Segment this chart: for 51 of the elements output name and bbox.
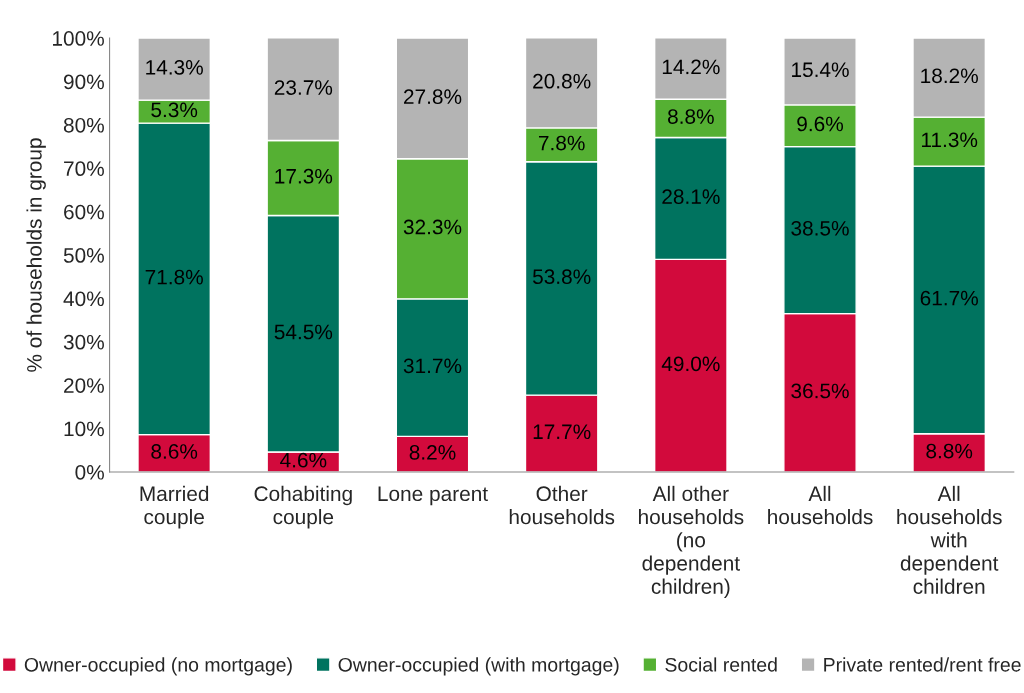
y-tick-label: 0% (75, 464, 104, 480)
legend-label: Private rented/rent free (824, 657, 1021, 672)
x-tick-label: Lone parent (378, 486, 488, 506)
data-label: 27.8% (404, 89, 462, 105)
data-label: 8.2% (409, 444, 456, 460)
data-label: 14.2% (662, 59, 720, 75)
data-label: 9.6% (797, 116, 844, 132)
data-label: 8.8% (926, 443, 973, 459)
data-label: 53.8% (532, 269, 591, 285)
y-tick-label: 80% (63, 117, 104, 133)
data-label: 17.3% (275, 168, 333, 184)
legend-label: Owner-occupied (no mortgage) (24, 657, 292, 676)
data-label: 14.3% (146, 59, 203, 75)
data-label: 7.8% (538, 135, 585, 151)
data-label: 5.3% (151, 102, 198, 118)
y-tick-label: 40% (63, 291, 104, 307)
y-tick-label: 70% (64, 161, 104, 177)
y-tick-label: 60% (64, 204, 104, 220)
data-label: 23.7% (274, 80, 333, 95)
data-label: 11.3% (922, 132, 978, 148)
x-tick-label: All other households (no dependent children) (639, 485, 744, 599)
data-label: 31.7% (403, 358, 462, 374)
legend-label: Owner-occupied (with mortgage) (338, 657, 619, 676)
y-tick-label: 90% (63, 74, 104, 90)
y-tick-label: 100% (53, 31, 104, 46)
data-label: 4.6% (280, 452, 327, 468)
x-tick-label: Cohabiting couple (254, 485, 352, 529)
y-tick-label: 20% (64, 378, 104, 393)
data-label: 49.0% (661, 356, 720, 372)
data-label: 20.8% (533, 73, 591, 89)
data-label: 8.6% (151, 444, 198, 459)
data-label: 32.3% (403, 219, 462, 235)
legend-label: Social rented (665, 657, 777, 672)
x-tick-label: Married couple (140, 485, 209, 529)
x-tick-label: All households with dependent children (897, 485, 1002, 594)
data-label: 28.1% (662, 189, 720, 204)
data-label: 8.8% (668, 109, 714, 124)
data-label: 54.5% (274, 324, 333, 340)
data-label: 61.7% (920, 290, 978, 306)
data-label: 17.7% (533, 424, 591, 440)
data-label: 18.2% (921, 68, 978, 84)
y-axis-title: % of households in group (26, 138, 46, 372)
data-label: 38.5% (791, 220, 849, 236)
data-label: 36.5% (791, 383, 849, 399)
data-label: 71.8% (145, 269, 203, 285)
y-tick-label: 50% (63, 248, 104, 263)
data-label: 15.4% (792, 62, 849, 78)
x-tick-label: Other households (509, 485, 615, 525)
y-tick-label: 30% (63, 334, 104, 350)
y-tick-label: 10% (64, 421, 104, 437)
x-tick-label: All households (768, 485, 873, 525)
